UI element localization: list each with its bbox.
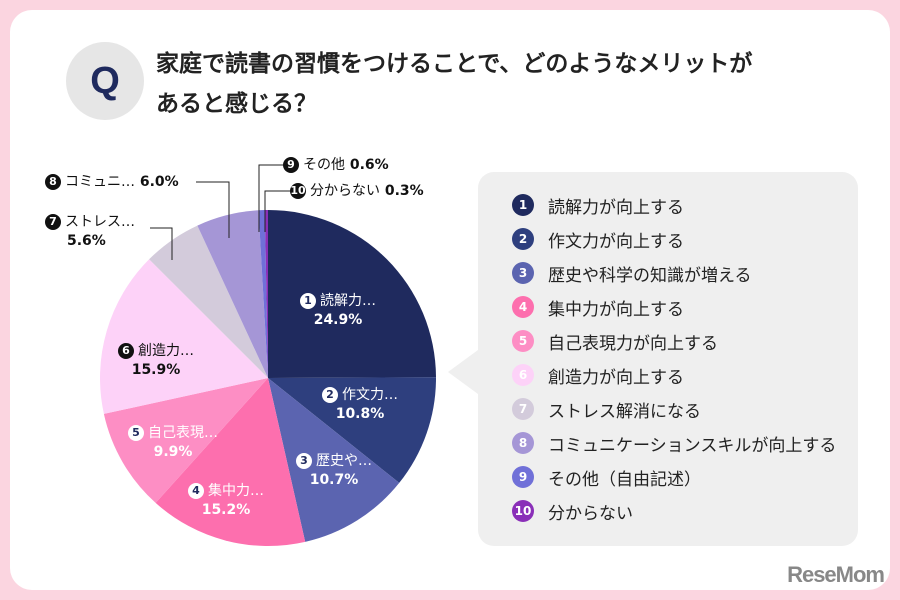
legend-item-1: 1 読解力が向上する [512,188,858,222]
slice-name: 歴史や… [316,453,372,469]
slice-name: 自己表現… [148,425,218,441]
legend-item-3: 3 歴史や科学の知識が増える [512,256,858,290]
slice-value: 10.8% [335,406,385,422]
slice-value: 9.9% [153,444,193,460]
legend-label: 自己表現力が向上する [548,333,718,354]
number-badge: 7 [45,214,61,230]
legend-color-badge: 10 [512,500,534,522]
pie-slice-10 [264,210,268,378]
legend-item-2: 2 作文力が向上する [512,222,858,256]
pie-slice-4 [155,378,306,547]
slice-value: 0.6% [349,157,389,173]
legend-label: その他（自由記述） [548,469,701,490]
legend-color-badge: 2 [512,228,534,250]
slice-label-6: 6 創造力… 15.9% [118,342,194,380]
legend-color-badge: 1 [512,194,534,216]
legend-label: 分からない [548,503,633,524]
slice-value: 10.7% [309,472,359,488]
number-badge: 3 [296,453,312,469]
slice-name: ストレス… [65,214,135,230]
pie-slice-8 [197,210,268,378]
number-badge: 1 [300,293,316,309]
legend-color-badge: 9 [512,466,534,488]
number-badge: 4 [188,483,204,499]
legend-item-8: 8 コミュニケーションスキルが向上する [512,426,858,460]
legend-color-badge: 4 [512,296,534,318]
slice-label-4: 4 集中力… 15.2% [188,482,264,520]
slice-name: 創造力… [138,343,194,359]
slice-label-2: 2 作文力… 10.8% [322,386,398,424]
slice-label-8: 8 コミュニ… 6.0% [45,173,179,192]
slice-value: 0.3% [384,183,424,199]
slice-name: 作文力… [342,387,398,403]
legend-item-10: 10 分からない [512,494,858,528]
slice-label-7: 7 ストレス… 5.6% [45,213,135,251]
slice-value: 6.0% [139,174,179,190]
number-badge: 8 [45,174,61,190]
legend-item-9: 9 その他（自由記述） [512,460,858,494]
legend-label: 歴史や科学の知識が増える [548,265,752,286]
slice-label-9: 9 その他 0.6% [283,156,389,175]
legend-label: 集中力が向上する [548,299,684,320]
slice-name: 集中力… [208,483,264,499]
legend-label: 作文力が向上する [548,231,684,252]
pie-slice-1 [268,210,436,378]
pie-slice-7 [149,225,268,378]
slice-value: 24.9% [313,312,363,328]
pie-slice-5 [103,378,268,503]
slice-label-1: 1 読解力… 24.9% [300,292,376,330]
question-badge: Q [66,42,144,120]
slice-value: 15.9% [131,362,181,378]
legend-color-badge: 7 [512,398,534,420]
number-badge: 9 [283,157,299,173]
legend-item-4: 4 集中力が向上する [512,290,858,324]
leader-lines [150,164,295,260]
number-badge: 6 [118,343,134,359]
legend-label: 創造力が向上する [548,367,684,388]
legend-label: 読解力が向上する [548,197,684,218]
pie-slice-2 [268,377,436,483]
number-badge: 5 [128,425,144,441]
pie-slice-6 [100,259,268,414]
legend-item-6: 6 創造力が向上する [512,358,858,392]
legend-label: ストレス解消になる [548,401,701,422]
slice-value: 5.6% [67,233,106,249]
legend-item-7: 7 ストレス解消になる [512,392,858,426]
legend-label: コミュニケーションスキルが向上する [548,435,837,456]
legend-color-badge: 5 [512,330,534,352]
legend: 1 読解力が向上する 2 作文力が向上する 3 歴史や科学の知識が増える 4 集中力が向上する… [448,172,858,546]
legend-color-badge: 3 [512,262,534,284]
slice-name: その他 [303,157,345,173]
number-badge: 10 [290,183,306,199]
pie-slice-9 [258,210,268,378]
legend-color-badge: 6 [512,364,534,386]
legend-color-badge: 8 [512,432,534,454]
slice-label-3: 3 歴史や… 10.7% [296,452,372,490]
pie-slice-3 [268,378,400,542]
resemom-logo: ReseMom [787,562,885,587]
chart-title: 家庭で読書の習慣をつけることで、どのようなメリットがあると感じる？ [156,51,753,117]
slice-label-5: 5 自己表現… 9.9% [128,424,218,462]
number-badge: 2 [322,387,338,403]
slice-name: コミュニ… [65,174,135,190]
slice-label-10: 10 分からない 0.3% [290,182,424,201]
legend-item-5: 5 自己表現力が向上する [512,324,858,358]
slice-name: 分からない [310,183,380,199]
slice-value: 15.2% [201,502,251,518]
slice-name: 読解力… [320,293,376,309]
